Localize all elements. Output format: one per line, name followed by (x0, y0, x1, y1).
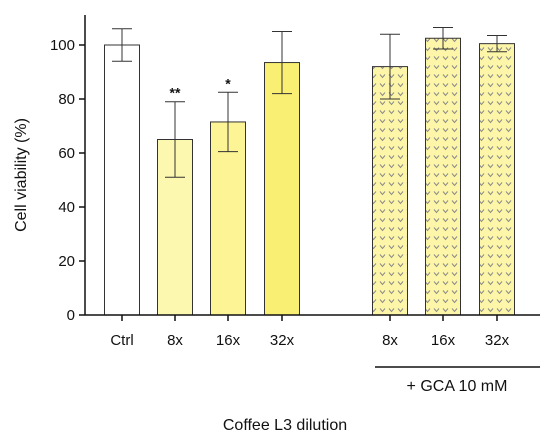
x-tick-label: 16x (216, 332, 241, 349)
bar (210, 121, 246, 316)
y-tick-label: 20 (58, 253, 75, 270)
y-tick-label: 60 (58, 145, 75, 162)
significance-label: ** (170, 85, 181, 101)
bar (104, 44, 140, 316)
y-tick-label: 40 (58, 199, 75, 216)
y-tick-label: 100 (50, 37, 75, 54)
axes-layer (79, 15, 540, 368)
y-tick-label: 80 (58, 91, 75, 108)
y-tick-label: 0 (67, 307, 75, 324)
bar (372, 66, 408, 316)
bars-layer (104, 37, 515, 316)
group-label: + GCA 10 mM (407, 378, 508, 395)
y-axis-title: Cell viability (%) (13, 118, 30, 232)
x-tick-label: Ctrl (110, 332, 133, 349)
x-tick-label: 16x (431, 332, 456, 349)
significance-label: * (225, 75, 231, 91)
x-axis-title: Coffee L3 dilution (223, 417, 347, 434)
bar (479, 43, 515, 316)
x-tick-label: 8x (167, 332, 183, 349)
x-tick-label: 32x (270, 332, 295, 349)
bar (264, 62, 300, 316)
x-tick-label: 8x (382, 332, 398, 349)
x-tick-label: 32x (485, 332, 510, 349)
error-bars-layer (112, 26, 507, 178)
bar (425, 37, 461, 316)
